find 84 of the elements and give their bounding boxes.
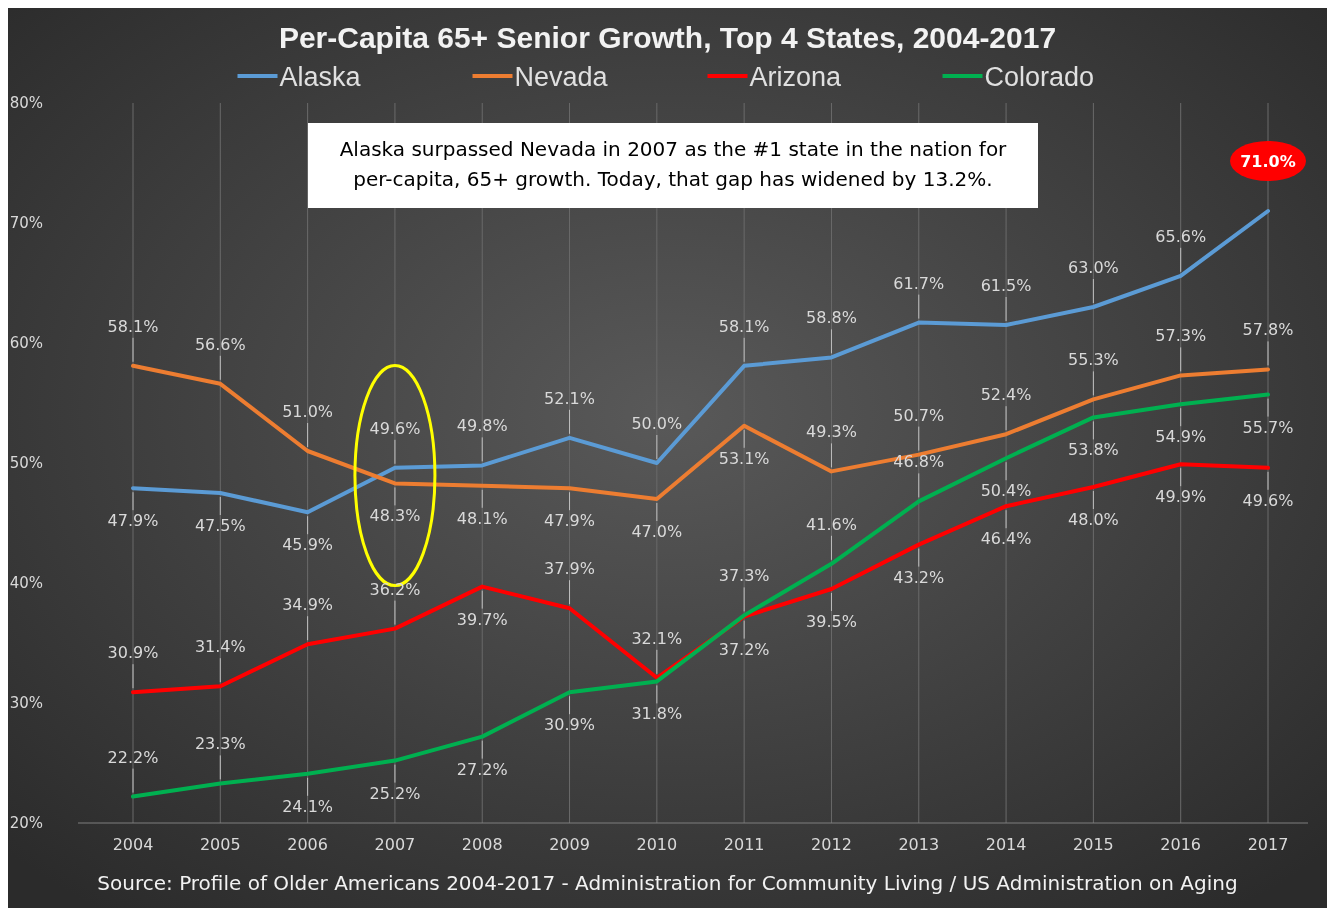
x-tick-label: 2009: [549, 835, 590, 854]
data-label: 48.1%: [456, 508, 508, 528]
x-tick-label: 2010: [636, 835, 678, 854]
data-label: 56.6%: [194, 334, 246, 354]
data-label: 50.7%: [893, 405, 945, 425]
data-label: 46.8%: [893, 452, 945, 472]
data-label: 58.8%: [806, 308, 857, 328]
source-note: Source: Profile of Older Americans 2004-2017 - Administration for Community Living / US Administration on Aging: [97, 871, 1238, 895]
data-label: 53.1%: [718, 448, 770, 468]
annotation: Alaska surpassed Nevada in 2007 as the #1 state in the nation for per-capita, 65+ growth. Today, that gap has widened by 13.2%.: [339, 137, 1008, 191]
data-label: 34.9%: [282, 595, 334, 615]
x-tick-label: 2016: [1160, 835, 1202, 854]
data-label: 27.2%: [456, 759, 508, 779]
data-label: 36.2%: [369, 579, 421, 599]
data-label: 50.4%: [980, 481, 1032, 501]
x-tick-label: 2013: [898, 835, 940, 854]
data-label: 53.8%: [1067, 440, 1119, 460]
data-label: 48.3%: [369, 506, 421, 526]
data-label: 24.1%: [282, 796, 334, 816]
y-tick-label: 20%: [9, 814, 43, 832]
data-label: 49.6%: [369, 418, 421, 438]
legend-label: Arizona: [749, 62, 843, 92]
legend-label: Colorado: [984, 62, 1095, 92]
y-tick-label: 40%: [9, 574, 43, 592]
data-label: 47.0%: [631, 522, 683, 541]
data-label: 47.9%: [107, 511, 159, 531]
y-tick-label: 80%: [9, 94, 43, 112]
legend-label: Alaska: [279, 62, 362, 92]
x-tick-label: 2005: [199, 835, 241, 854]
x-tick-label: 2006: [287, 835, 328, 854]
x-tick-label: 2015: [1073, 835, 1114, 854]
data-label: 49.9%: [1155, 487, 1207, 507]
x-tick-label: 2011: [723, 835, 765, 854]
data-label: 57.8%: [1242, 320, 1294, 340]
data-label: 39.7%: [456, 609, 508, 629]
data-label: 61.7%: [893, 273, 945, 293]
data-label: 48.0%: [1067, 510, 1119, 529]
data-label: 31.4%: [194, 637, 246, 657]
data-label: 49.8%: [456, 416, 508, 436]
data-label: 23.3%: [194, 734, 246, 754]
data-label: 30.9%: [107, 643, 159, 663]
x-tick-label: 2012: [811, 835, 852, 854]
data-label: 51.0%: [282, 402, 334, 421]
data-label: 45.9%: [282, 535, 334, 555]
data-label: 41.6%: [806, 514, 857, 534]
data-label: 32.1%: [631, 628, 683, 648]
chart-title: Per-Capita 65+ Senior Growth, Top 4 States, 2004-2017: [278, 21, 1057, 54]
data-label: 52.1%: [544, 388, 595, 408]
data-label: 54.9%: [1155, 427, 1207, 447]
data-label: 57.3%: [1155, 326, 1207, 346]
x-tick-label: 2007: [374, 835, 416, 854]
data-label: 47.5%: [194, 516, 246, 535]
data-label: 43.2%: [893, 567, 945, 587]
data-label: 50.0%: [631, 414, 683, 433]
data-label: 55.3%: [1067, 350, 1119, 370]
data-label: 39.5%: [806, 612, 857, 631]
data-label: 65.6%: [1155, 226, 1207, 246]
data-label: 58.1%: [107, 316, 159, 336]
y-tick-label: 30%: [9, 694, 43, 712]
data-label: 52.4%: [980, 385, 1032, 405]
data-label: 71.0%: [1240, 152, 1296, 171]
data-label: 30.9%: [544, 715, 595, 735]
data-label: 31.8%: [631, 704, 683, 724]
x-tick-label: 2004: [112, 835, 154, 854]
data-label: 46.4%: [980, 529, 1032, 549]
x-tick-label: 2017: [1247, 835, 1289, 854]
y-tick-label: 60%: [9, 334, 43, 352]
data-label: 61.5%: [980, 276, 1032, 295]
data-label: 25.2%: [369, 783, 421, 803]
y-tick-label: 50%: [9, 454, 43, 472]
data-label: 63.0%: [1067, 258, 1119, 277]
data-label: 49.3%: [806, 422, 857, 442]
data-label: 37.9%: [544, 559, 595, 579]
data-label: 47.9%: [544, 511, 595, 531]
x-tick-label: 2008: [461, 835, 503, 854]
data-label: 49.6%: [1242, 490, 1294, 510]
data-label: 22.2%: [107, 747, 159, 767]
data-label: 37.3%: [718, 566, 770, 586]
data-label: 55.7%: [1242, 417, 1294, 437]
data-label: 58.1%: [718, 316, 770, 336]
data-label: 37.2%: [718, 639, 770, 659]
legend-label: Nevada: [514, 62, 609, 92]
y-tick-label: 70%: [9, 214, 43, 232]
x-tick-label: 2014: [985, 835, 1027, 854]
